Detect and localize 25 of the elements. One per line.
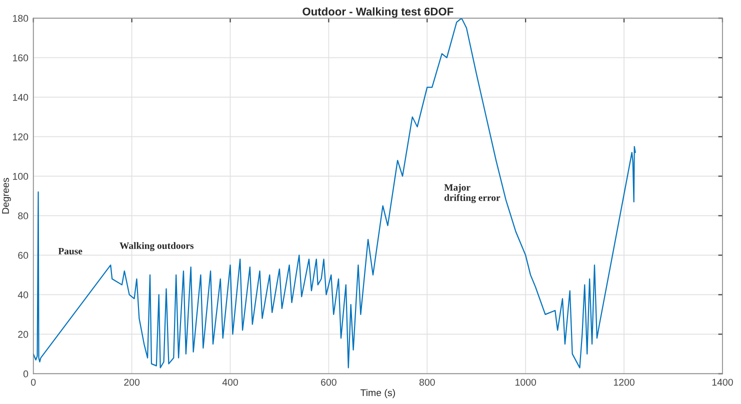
- y-tick-label: 140: [13, 94, 28, 101]
- annotation: Major drifting error: [444, 184, 500, 204]
- chart-title: Outdoor - Walking test 6DOF: [302, 7, 454, 18]
- y-tick-label: 40: [18, 291, 28, 298]
- y-axis-title: Degrees: [2, 178, 11, 214]
- y-tick-label: 20: [18, 330, 28, 338]
- y-tick-label: 60: [18, 252, 28, 259]
- annotation: Walking outdoors: [120, 242, 194, 252]
- line-series: [33, 18, 636, 368]
- annotation: Pause: [58, 248, 82, 254]
- x-tick-label: 600: [321, 378, 336, 386]
- x-tick-label: 0: [31, 378, 36, 386]
- y-tick-label: 80: [18, 212, 28, 220]
- y-tick-label: 0: [23, 370, 28, 378]
- x-tick-label: 400: [222, 378, 238, 386]
- y-tick-label: 160: [13, 54, 28, 62]
- x-tick-label: 800: [419, 378, 435, 386]
- x-axis-title: Time (s): [360, 389, 395, 398]
- y-tick-label: 100: [13, 172, 28, 180]
- y-tick-label: 120: [13, 133, 28, 140]
- x-tick-label: 1400: [712, 378, 733, 386]
- x-tick-label: 1000: [516, 378, 536, 386]
- x-tick-label: 1200: [614, 378, 634, 386]
- y-tick-label: 180: [13, 14, 28, 22]
- x-tick-label: 200: [124, 378, 140, 386]
